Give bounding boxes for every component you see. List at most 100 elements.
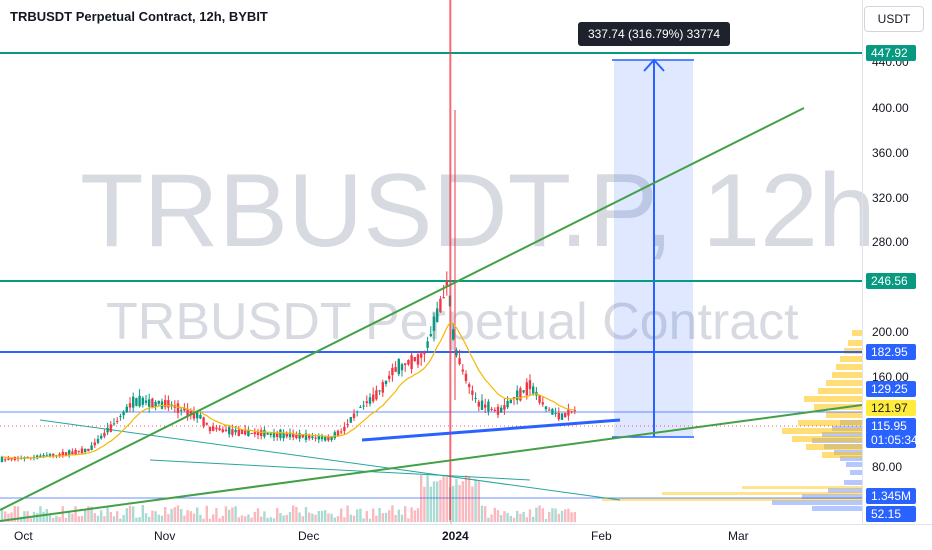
candle xyxy=(90,445,93,451)
candle xyxy=(320,436,324,440)
candle xyxy=(272,432,276,438)
volume-profile-bar xyxy=(782,428,862,434)
volume-bar xyxy=(23,511,26,522)
candle xyxy=(128,403,132,408)
candle xyxy=(77,450,80,452)
volume-bar xyxy=(496,510,500,522)
symbol-title[interactable]: TRBUSDT Perpetual Contract, 12h, BYBIT xyxy=(10,9,268,24)
volume-profile-bar xyxy=(602,498,862,501)
volume-bar xyxy=(455,478,458,522)
candle xyxy=(484,404,487,408)
volume-bar xyxy=(0,508,4,522)
volume-bar xyxy=(410,507,413,522)
volume-bar xyxy=(288,512,292,522)
candle xyxy=(500,407,503,413)
candle xyxy=(285,432,288,437)
candle xyxy=(496,406,500,415)
candle xyxy=(471,390,474,395)
candle xyxy=(407,360,410,365)
candle xyxy=(237,429,240,436)
volume-profile-bar xyxy=(772,500,862,505)
candle xyxy=(356,411,359,413)
volume-bar xyxy=(87,506,90,522)
candle xyxy=(554,413,557,415)
candle xyxy=(106,427,109,433)
candle xyxy=(442,297,445,299)
candle xyxy=(256,431,260,436)
volume-bar xyxy=(55,515,58,522)
volume-bar xyxy=(352,515,356,522)
volume-bar xyxy=(493,507,496,522)
volume-bar xyxy=(320,511,324,522)
candle xyxy=(125,406,128,413)
price-tick: 400.00 xyxy=(872,101,909,115)
volume-bar xyxy=(445,477,448,522)
candle xyxy=(378,390,381,392)
volume-bar xyxy=(132,506,135,522)
candle xyxy=(564,412,567,418)
candle xyxy=(372,394,375,402)
volume-bar xyxy=(282,515,285,522)
volume-bar xyxy=(416,508,420,522)
volume-bar xyxy=(151,510,154,522)
price-tick: 80.00 xyxy=(872,460,903,474)
candle xyxy=(93,442,96,446)
volume-bar xyxy=(340,508,343,522)
volume-bar xyxy=(397,509,400,522)
candle xyxy=(253,432,256,435)
candle xyxy=(304,433,308,440)
volume-bar xyxy=(196,507,199,522)
candle xyxy=(263,429,266,437)
volume-bar xyxy=(48,513,52,522)
candle xyxy=(288,432,292,438)
volume-bar xyxy=(336,516,340,522)
volume-bar xyxy=(324,510,327,522)
volume-bar xyxy=(202,518,205,522)
candle xyxy=(196,412,199,419)
candle xyxy=(157,400,160,404)
candle xyxy=(474,397,477,399)
candle xyxy=(480,400,484,410)
volume-profile-bar xyxy=(840,456,862,461)
moving-average xyxy=(1,322,575,459)
volume-bar xyxy=(436,481,439,522)
candle xyxy=(452,329,455,340)
volume-profile-bar xyxy=(792,436,862,442)
volume-bar xyxy=(285,514,288,522)
candle xyxy=(324,437,327,441)
candle xyxy=(365,401,368,404)
volume-bar xyxy=(477,481,480,522)
volume-bar xyxy=(557,513,560,522)
candle xyxy=(522,390,525,393)
volume-bar xyxy=(103,516,106,522)
volume-bar xyxy=(484,506,487,522)
volume-bar xyxy=(538,505,541,522)
volume-bar xyxy=(420,475,423,522)
candle xyxy=(279,429,282,439)
volume-bar xyxy=(52,517,55,522)
candle xyxy=(490,408,493,410)
volume-bar xyxy=(522,511,525,522)
volume-bar xyxy=(199,514,202,522)
candle xyxy=(61,451,64,456)
candle xyxy=(493,409,496,411)
candle xyxy=(282,432,285,439)
volume-bar xyxy=(93,513,96,522)
price-label-level-447: 447.92 xyxy=(866,45,916,61)
volume-profile-bar xyxy=(850,470,862,475)
candle xyxy=(141,397,144,405)
candle xyxy=(58,453,61,456)
volume-bar xyxy=(346,505,349,522)
candle xyxy=(368,397,372,404)
volume-profile-bar xyxy=(804,396,862,402)
currency-button[interactable]: USDT xyxy=(864,6,924,32)
candle xyxy=(84,448,87,452)
volume-bar xyxy=(20,516,23,522)
teal-line xyxy=(149,459,531,481)
volume-bar xyxy=(468,476,471,522)
volume-bar xyxy=(490,514,493,522)
candle xyxy=(52,453,55,456)
volume-bar xyxy=(160,515,164,522)
candle xyxy=(461,369,464,372)
